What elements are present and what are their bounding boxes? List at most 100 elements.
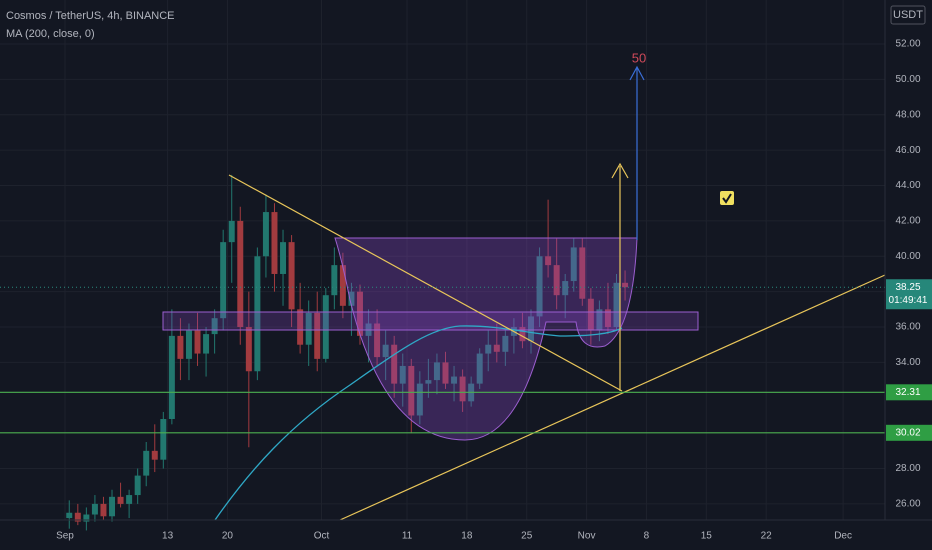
candle-body — [134, 475, 141, 496]
check-mark — [722, 193, 732, 204]
candle-body — [271, 212, 278, 274]
candle-body — [100, 503, 107, 517]
candle-body — [553, 265, 560, 296]
level-label: 32.31 — [895, 387, 920, 398]
candle-body — [408, 365, 415, 416]
candle-body — [245, 327, 252, 372]
candle-body — [587, 298, 594, 331]
candle-body — [339, 265, 346, 306]
candle-body — [622, 282, 629, 288]
candle-body — [297, 309, 304, 345]
price-tick-label: 28.00 — [895, 463, 920, 474]
candle-body — [254, 256, 261, 372]
trend-line-down — [228, 174, 623, 392]
time-tick-label: Oct — [314, 531, 330, 542]
time-tick-label: Dec — [834, 531, 852, 542]
candle-body — [331, 265, 338, 296]
candle-body — [545, 256, 552, 266]
price-tick-label: 44.00 — [895, 180, 920, 191]
candle-body — [348, 291, 355, 306]
price-tick-label: 46.00 — [895, 145, 920, 156]
target-label: 50 — [632, 50, 646, 65]
symbol-title: Cosmos / TetherUS, 4h, BINANCE — [6, 10, 175, 22]
candle-body — [168, 335, 175, 420]
candle-body — [194, 330, 201, 354]
candles — [66, 174, 629, 531]
candle-body — [442, 362, 449, 384]
candle-body — [425, 380, 432, 384]
candle-body — [314, 312, 321, 359]
candle-body — [596, 309, 603, 331]
time-tick-label: Sep — [56, 531, 74, 542]
cup-pattern — [334, 237, 638, 441]
time-tick-label: 13 — [162, 531, 174, 542]
candle-body — [604, 309, 611, 328]
candle-body — [459, 376, 466, 402]
candle-body — [185, 330, 192, 359]
last-price-label: 38.25 — [895, 282, 920, 293]
price-tick-label: 26.00 — [895, 499, 920, 510]
candle-body — [66, 512, 73, 519]
time-tick-label: 20 — [222, 531, 234, 542]
check-icon — [720, 191, 734, 205]
time-tick-label: 8 — [644, 531, 650, 542]
candle-body — [528, 316, 534, 342]
price-tick-label: 34.00 — [895, 357, 920, 368]
candle-body — [322, 295, 329, 359]
candle-body — [126, 495, 133, 504]
candle-body — [391, 344, 398, 384]
candle-body — [579, 247, 586, 299]
price-tick-label: 40.00 — [895, 251, 920, 262]
candle-body — [109, 496, 116, 517]
price-tick-label: 42.00 — [895, 216, 920, 227]
candle-body — [228, 220, 235, 243]
candle-body — [262, 212, 269, 257]
candle-body — [305, 312, 312, 345]
candle-body — [399, 365, 406, 384]
indicator-label: MA (200, close, 0) — [6, 28, 95, 40]
level-box — [886, 384, 932, 401]
candle-body — [151, 450, 158, 460]
candle-body — [237, 220, 244, 328]
last-price-box — [886, 279, 932, 310]
candle-body — [562, 281, 569, 296]
levels — [0, 286, 885, 434]
candle-body — [519, 327, 526, 342]
candle-body — [485, 344, 492, 354]
arrow-head — [629, 65, 645, 81]
candle-body — [288, 242, 295, 310]
candle-body — [160, 419, 167, 460]
arrow-head — [611, 162, 629, 179]
price-tick-label: 50.00 — [895, 74, 920, 85]
currency-box[interactable] — [890, 5, 926, 25]
time-tick-label: Nov — [578, 531, 596, 542]
candle-body — [502, 335, 509, 352]
candle-body — [83, 514, 90, 522]
zone-box — [162, 311, 699, 331]
candle-body — [211, 318, 218, 335]
candle-body — [177, 335, 184, 359]
candle-body — [356, 291, 363, 336]
candle-body — [570, 247, 577, 282]
candle-body — [451, 376, 458, 384]
currency[interactable]: USDT — [893, 9, 923, 21]
candle-body — [203, 334, 210, 354]
ma-line — [214, 325, 623, 521]
candle-body — [91, 503, 98, 515]
candle-body — [476, 353, 483, 384]
time-tick-label: 11 — [402, 531, 413, 542]
candle-body — [382, 344, 389, 358]
trend-line-up — [339, 274, 886, 521]
candle-body — [143, 450, 150, 476]
candle-body — [416, 383, 423, 416]
price-tick-label: 48.00 — [895, 109, 920, 120]
candle-body — [117, 496, 124, 504]
level-box — [886, 424, 932, 441]
candle-body — [433, 362, 440, 381]
candle-body — [280, 242, 287, 274]
candle-body — [493, 344, 500, 352]
candle-body — [374, 323, 381, 358]
time-tick-label: 18 — [461, 531, 473, 542]
price-tick-label: 52.00 — [895, 39, 920, 50]
